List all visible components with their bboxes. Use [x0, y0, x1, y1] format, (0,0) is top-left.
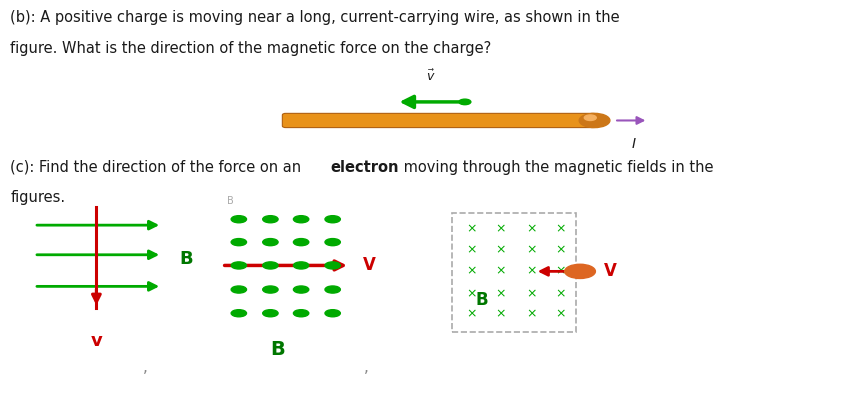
FancyBboxPatch shape [282, 113, 596, 128]
Circle shape [262, 239, 278, 246]
Circle shape [231, 286, 246, 293]
Text: ×: × [495, 308, 505, 320]
Bar [452, 213, 575, 332]
Text: ×: × [495, 223, 505, 235]
Text: ×: × [526, 244, 536, 256]
Circle shape [579, 113, 609, 128]
Text: ×: × [466, 244, 476, 256]
Circle shape [325, 286, 340, 293]
Text: ×: × [526, 287, 536, 300]
Circle shape [325, 262, 340, 269]
Text: ×: × [526, 223, 536, 235]
Text: ×: × [555, 244, 565, 256]
Circle shape [231, 239, 246, 246]
Text: v: v [90, 332, 102, 350]
Circle shape [262, 262, 278, 269]
Text: electron: electron [330, 160, 398, 175]
Circle shape [231, 262, 246, 269]
Text: ×: × [495, 244, 505, 256]
Text: B: B [227, 196, 233, 207]
Text: V: V [603, 262, 616, 280]
Text: ×: × [495, 265, 505, 278]
Text: $\vec{v}$: $\vec{v}$ [425, 69, 435, 84]
Text: ×: × [555, 308, 565, 320]
Text: ×: × [466, 287, 476, 300]
Text: ×: × [555, 223, 565, 235]
Circle shape [293, 239, 308, 246]
Circle shape [325, 310, 340, 317]
Circle shape [231, 310, 246, 317]
Circle shape [262, 286, 278, 293]
Circle shape [584, 115, 596, 120]
Circle shape [325, 239, 340, 246]
Circle shape [325, 216, 340, 223]
Text: B: B [179, 250, 193, 268]
Circle shape [293, 286, 308, 293]
Text: ×: × [466, 308, 476, 320]
Circle shape [293, 216, 308, 223]
Text: ×: × [555, 287, 565, 300]
Text: figure. What is the direction of the magnetic force on the charge?: figure. What is the direction of the mag… [10, 41, 491, 56]
Text: moving through the magnetic fields in the: moving through the magnetic fields in th… [399, 160, 713, 175]
Text: (c): Find the direction of the force on an: (c): Find the direction of the force on … [10, 160, 306, 175]
Text: V: V [362, 256, 375, 275]
Text: ×: × [555, 265, 565, 278]
Text: figures.: figures. [10, 190, 66, 205]
Circle shape [564, 264, 595, 278]
Text: ,: , [142, 360, 147, 375]
Circle shape [293, 310, 308, 317]
Circle shape [458, 99, 470, 105]
Text: I: I [631, 137, 635, 151]
Circle shape [231, 216, 246, 223]
Text: (b): A positive charge is moving near a long, current-carrying wire, as shown in: (b): A positive charge is moving near a … [10, 10, 619, 25]
Text: ×: × [526, 265, 536, 278]
Text: ,: , [364, 360, 369, 375]
Text: ×: × [495, 287, 505, 300]
Circle shape [293, 262, 308, 269]
Circle shape [262, 216, 278, 223]
Text: ×: × [526, 308, 536, 320]
Circle shape [262, 310, 278, 317]
Text: B: B [475, 291, 487, 309]
Text: ×: × [466, 223, 476, 235]
Text: ×: × [466, 265, 476, 278]
Text: B: B [269, 340, 285, 359]
